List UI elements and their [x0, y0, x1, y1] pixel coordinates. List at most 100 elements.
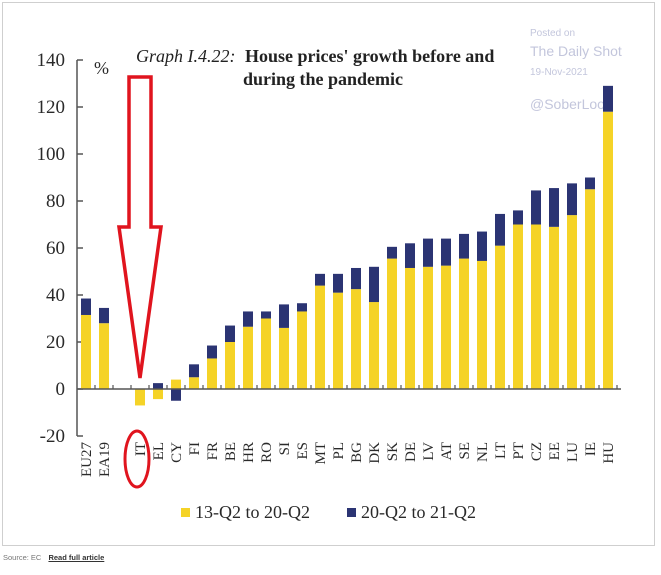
- x-tick-label-lv: LV: [421, 442, 437, 461]
- bar-bg-series-0: [351, 289, 361, 389]
- bar-pt-series-1: [513, 210, 523, 225]
- bar-nl-series-1: [477, 231, 487, 261]
- bar-hu-series-1: [603, 85, 613, 112]
- x-tick-label-pt: PT: [511, 442, 527, 460]
- bar-hu-series-0: [603, 111, 613, 389]
- bar-sk-series-0: [387, 258, 397, 389]
- bar-fi-series-1: [189, 364, 199, 378]
- x-tick-label-ee: EE: [547, 442, 563, 460]
- bar-si-series-1: [279, 304, 289, 328]
- y-tick-label: 40: [46, 285, 65, 306]
- bars: [81, 85, 613, 406]
- bar-eu27-series-1: [81, 298, 91, 315]
- bar-lt-series-0: [495, 245, 505, 389]
- bar-cz-series-0: [531, 224, 541, 389]
- chart-title-prefix: Graph I.4.22:: [136, 46, 236, 66]
- x-tick-label-es: ES: [295, 442, 311, 460]
- x-tick-label-pl: PL: [331, 442, 347, 460]
- footer: Source: EC Read full article: [3, 553, 104, 562]
- x-tick-label-nl: NL: [475, 442, 491, 462]
- x-tick-label-hr: HR: [241, 442, 257, 463]
- bar-hr-series-0: [243, 326, 253, 389]
- x-axis: [77, 385, 621, 390]
- watermark-posted-on: Posted on: [530, 28, 575, 39]
- y-tick-label: 100: [37, 144, 66, 165]
- chart-title-line2: during the pandemic: [243, 69, 403, 89]
- bar-fr-series-1: [207, 345, 217, 359]
- read-full-article-link[interactable]: Read full article: [48, 553, 105, 562]
- chart-title-line1: Graph I.4.22: House prices' growth befor…: [136, 46, 494, 66]
- x-tick-label-sk: SK: [385, 442, 401, 461]
- y-tick-label: 120: [37, 97, 66, 118]
- legend-label-1: 20-Q2 to 21-Q2: [361, 502, 476, 522]
- y-axis: -20 0 20 40 60 80 100 120 140: [37, 50, 83, 447]
- bar-eu27-series-0: [81, 314, 91, 389]
- bar-be-series-1: [225, 325, 235, 342]
- bar-ee-series-1: [549, 188, 559, 227]
- x-tick-label-mt: MT: [313, 442, 329, 465]
- chart-title-main: House prices' growth before and: [245, 46, 494, 66]
- bar-sk-series-1: [387, 246, 397, 259]
- y-unit-label: %: [94, 58, 109, 78]
- bar-at-series-0: [441, 265, 451, 389]
- chart-frame: [2, 2, 655, 546]
- bar-cy-series-0: [171, 379, 181, 389]
- bar-lv-series-0: [423, 266, 433, 389]
- red-arrow-annotation: [116, 75, 164, 379]
- bar-fi-series-0: [189, 377, 199, 389]
- y-tick-label: 0: [56, 379, 66, 400]
- x-tick-label-ro: RO: [259, 442, 275, 463]
- bar-si-series-0: [279, 327, 289, 389]
- legend-swatch-yellow: [181, 508, 190, 517]
- bar-ie-series-1: [585, 177, 595, 190]
- x-tick-label-be: BE: [223, 442, 239, 461]
- bar-se-series-1: [459, 233, 469, 259]
- x-tick-label-fi: FI: [187, 442, 203, 455]
- bar-de-series-0: [405, 267, 415, 389]
- x-tick-label-se: SE: [457, 442, 473, 460]
- red-ellipse-annotation: [123, 429, 151, 489]
- y-tick-label: -20: [40, 426, 65, 447]
- bar-ee-series-0: [549, 226, 559, 389]
- bar-ro-series-1: [261, 311, 271, 319]
- bar-pl-series-0: [333, 292, 343, 389]
- y-tick-label: 20: [46, 332, 65, 353]
- x-tick-label-cz: CZ: [529, 442, 545, 461]
- bar-nl-series-0: [477, 260, 487, 389]
- x-tick-label-de: DE: [403, 442, 419, 462]
- bar-cz-series-1: [531, 190, 541, 225]
- bar-mt-series-1: [315, 273, 325, 286]
- bar-lt-series-1: [495, 213, 505, 246]
- bar-se-series-0: [459, 258, 469, 389]
- x-tick-label-el: EL: [151, 442, 167, 460]
- bar-lv-series-1: [423, 238, 433, 267]
- x-tick-labels: EU27 EA19 IT EL CY FI FR BE HR RO SI ES MT PL BG DK SK DE…: [79, 442, 617, 477]
- bar-ea19-series-1: [99, 307, 109, 324]
- bar-de-series-1: [405, 243, 415, 268]
- bar-lu-series-0: [567, 215, 577, 389]
- x-tick-label-lt: LT: [493, 442, 509, 459]
- bar-el-series-1: [153, 383, 163, 389]
- bar-ie-series-0: [585, 189, 595, 389]
- x-tick-label-hu: HU: [601, 442, 617, 464]
- x-tick-label-fr: FR: [205, 442, 221, 460]
- y-tick-label: 80: [46, 191, 65, 212]
- bar-be-series-0: [225, 342, 235, 389]
- source-label: Source: EC: [3, 553, 42, 562]
- watermark-date: 19-Nov-2021: [530, 67, 588, 78]
- bar-ro-series-0: [261, 318, 271, 389]
- legend-label-0: 13-Q2 to 20-Q2: [195, 502, 310, 522]
- y-tick-label: 60: [46, 238, 65, 259]
- bar-dk-series-0: [369, 302, 379, 389]
- bar-fr-series-0: [207, 358, 217, 389]
- bar-it-series-0: [135, 389, 145, 406]
- bar-es-series-1: [297, 303, 307, 312]
- x-tick-label-it: IT: [133, 442, 149, 456]
- bar-cy-series-1: [171, 389, 181, 401]
- bar-es-series-0: [297, 311, 307, 389]
- bar-hr-series-1: [243, 311, 253, 327]
- bar-ea19-series-0: [99, 323, 109, 389]
- x-tick-label-ie: IE: [583, 442, 599, 456]
- bar-mt-series-0: [315, 285, 325, 389]
